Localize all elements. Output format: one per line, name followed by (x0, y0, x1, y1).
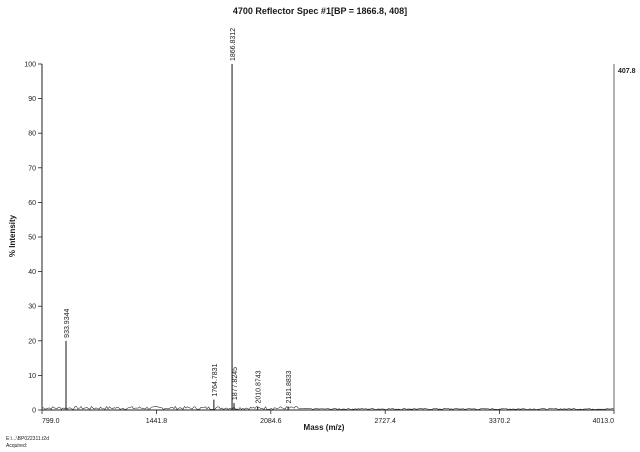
file-path-text: E:\...\BP022311.t2d (6, 436, 49, 442)
y-tick-label: 70 (28, 165, 36, 172)
peak-label: 2010.8743 (256, 370, 263, 403)
x-tick-label: 2084.6 (260, 418, 282, 425)
peak-label: 1877.8245 (232, 367, 239, 400)
x-tick-label: 3370.2 (489, 418, 511, 425)
x-tick-label: 4013.0 (593, 418, 615, 425)
x-tick-label: 1441.8 (146, 418, 168, 425)
y-tick-label: 50 (28, 235, 36, 242)
y-tick-label: 80 (28, 131, 36, 138)
y-tick-label: 20 (28, 338, 36, 345)
peak-label: 1866.8312 (230, 28, 237, 61)
x-tick-label: 2727.4 (374, 418, 396, 425)
y-tick-label: 30 (28, 304, 36, 311)
max-intensity-label: 407.8 (618, 68, 636, 75)
x-axis-label: Mass (m/z) (304, 423, 345, 432)
y-tick-label: 90 (28, 96, 36, 103)
peak-label: 1764.7831 (212, 363, 219, 396)
y-tick-label: 60 (28, 200, 36, 207)
y-tick-label: 40 (28, 269, 36, 276)
x-tick-label: 799.0 (42, 418, 60, 425)
y-axis-label: % Intensity (8, 214, 17, 257)
chart-title: 4700 Reflector Spec #1[BP = 1866.8, 408] (233, 6, 407, 16)
acquired-text: Acquired: (6, 443, 27, 449)
peak-label: 933.9344 (64, 308, 71, 337)
y-tick-label: 10 (28, 373, 36, 380)
y-tick-label: 100 (24, 62, 36, 69)
y-tick-label: 0 (32, 408, 36, 415)
peak-label: 2181.8833 (286, 370, 293, 403)
baseline-noise (41, 405, 614, 411)
